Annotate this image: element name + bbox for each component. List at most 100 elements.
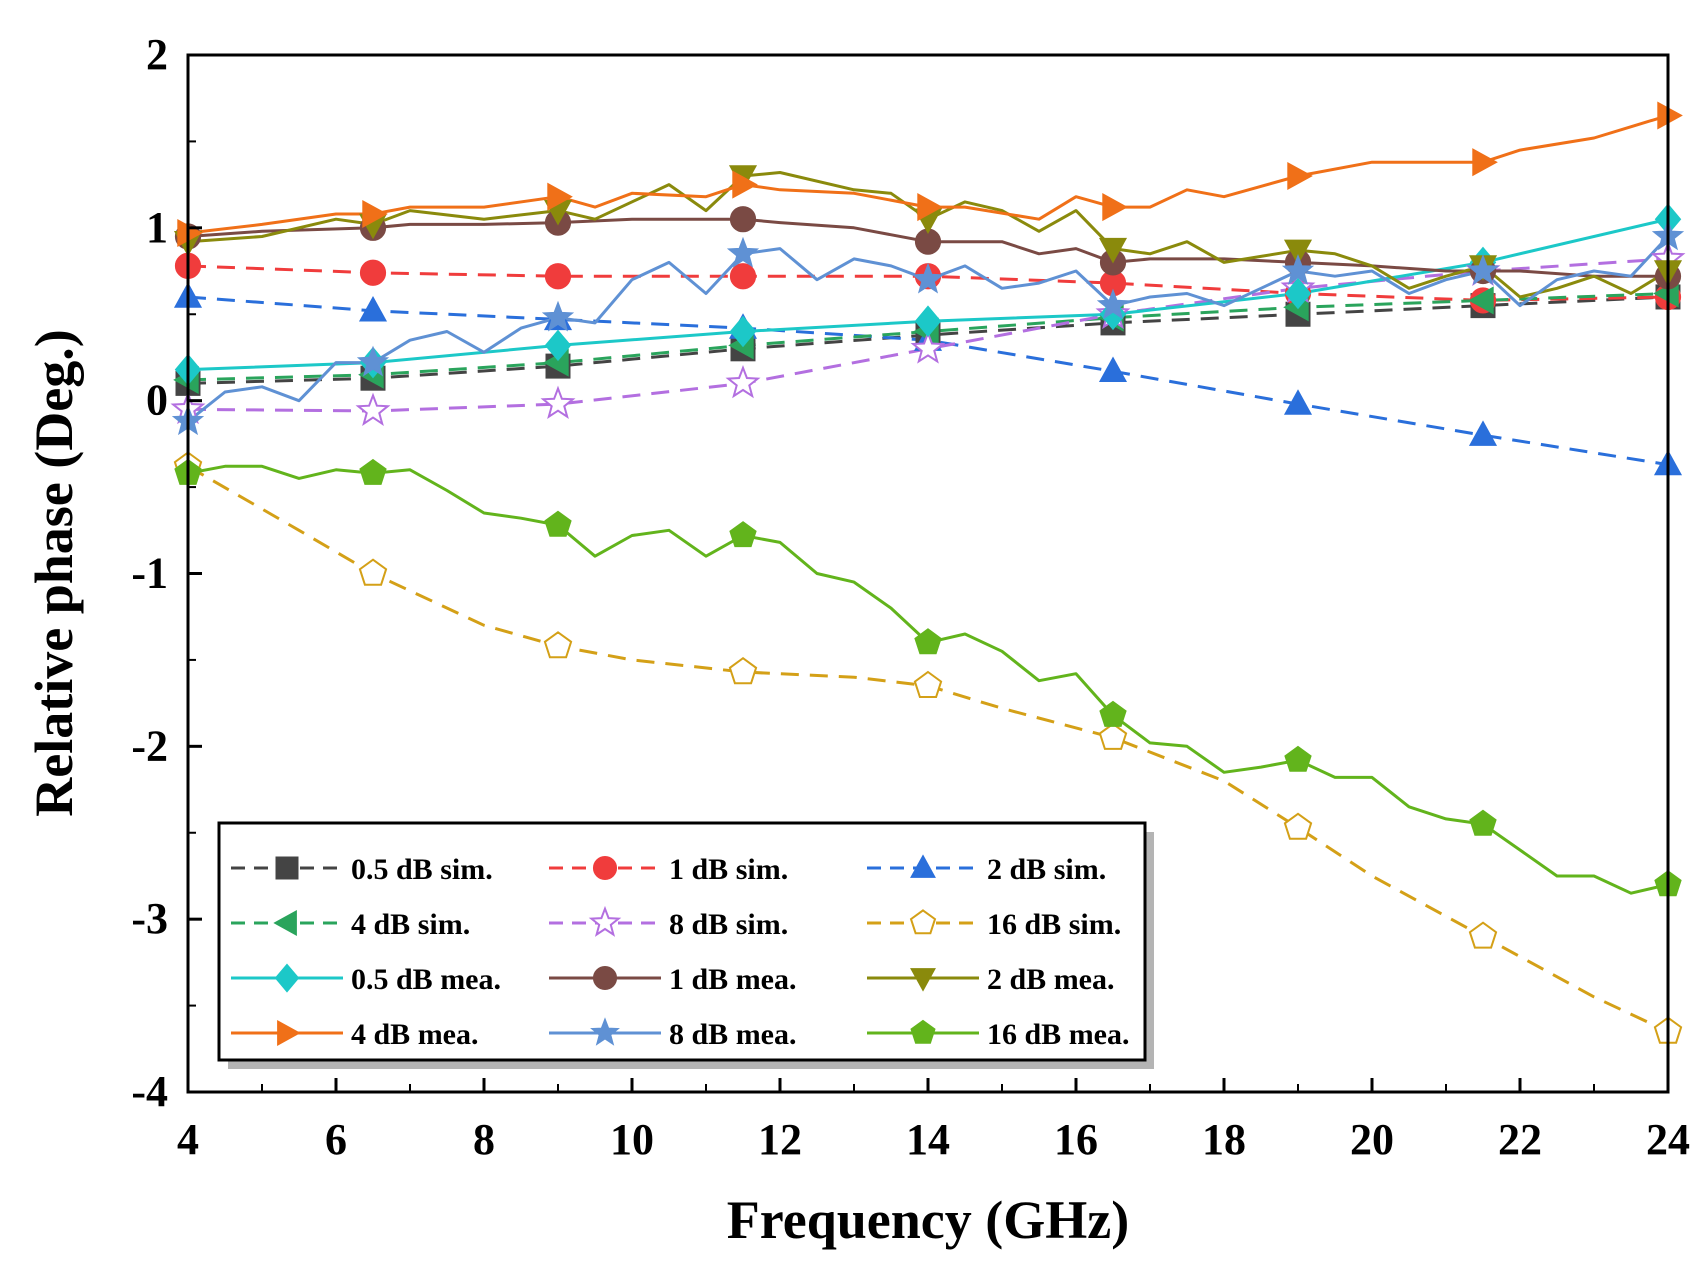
y-tick-label: -1 bbox=[131, 549, 168, 598]
data-point bbox=[356, 345, 390, 377]
data-point bbox=[1283, 389, 1313, 415]
x-tick-label: 20 bbox=[1350, 1115, 1394, 1164]
data-point bbox=[1102, 193, 1128, 222]
data-point bbox=[917, 193, 943, 222]
data-point bbox=[1472, 148, 1498, 177]
legend-marker bbox=[909, 909, 937, 935]
data-point bbox=[547, 182, 573, 211]
legend: 0.5 dB sim. 1 dB sim. 2 dB sim. 4 dB sim. 8 … bbox=[217, 821, 1154, 1069]
legend-marker bbox=[274, 963, 300, 993]
data-point bbox=[1657, 101, 1683, 130]
legend-label: 0.5 dB sim. bbox=[351, 853, 493, 886]
data-point bbox=[1466, 253, 1500, 285]
x-tick-label: 12 bbox=[758, 1115, 802, 1164]
legend-marker bbox=[588, 905, 622, 937]
series-line bbox=[188, 257, 1668, 413]
data-point bbox=[725, 364, 761, 399]
data-point bbox=[1283, 239, 1313, 266]
x-tick-label: 22 bbox=[1498, 1115, 1542, 1164]
data-point bbox=[729, 315, 757, 348]
x-tick-label: 24 bbox=[1646, 1115, 1690, 1164]
data-point bbox=[1098, 722, 1128, 750]
legend-marker bbox=[910, 854, 936, 878]
data-point bbox=[726, 236, 760, 268]
data-point bbox=[914, 305, 942, 337]
legend-marker bbox=[590, 1017, 620, 1046]
y-axis-title: Relative phase (Deg.) bbox=[24, 329, 84, 816]
data-point bbox=[910, 330, 946, 364]
series-line bbox=[188, 171, 1668, 299]
legend-label: 4 dB sim. bbox=[351, 908, 470, 941]
data-point bbox=[355, 392, 391, 427]
marker-layer bbox=[170, 101, 1686, 1044]
legend-marker bbox=[592, 965, 618, 991]
data-point bbox=[358, 295, 388, 322]
data-point bbox=[359, 458, 387, 485]
y-tick-label: 0 bbox=[146, 376, 168, 425]
data-point bbox=[541, 300, 575, 332]
legend-marker bbox=[277, 1020, 301, 1046]
data-point bbox=[358, 558, 388, 586]
data-point bbox=[728, 656, 758, 685]
data-point bbox=[913, 670, 943, 698]
legend-label: 0.5 dB mea. bbox=[351, 963, 501, 996]
data-point bbox=[1098, 237, 1128, 264]
data-point bbox=[732, 170, 758, 199]
series-line bbox=[188, 114, 1668, 235]
data-point bbox=[1469, 809, 1497, 836]
data-point bbox=[540, 385, 576, 419]
legend-marker bbox=[275, 856, 299, 880]
legend-marker bbox=[592, 855, 618, 881]
data-point bbox=[729, 206, 757, 233]
legend-label: 16 dB mea. bbox=[987, 1018, 1130, 1051]
legend-box bbox=[217, 821, 1147, 1062]
data-point bbox=[1099, 298, 1127, 331]
data-point bbox=[1468, 921, 1498, 949]
data-point bbox=[911, 262, 945, 294]
data-point bbox=[1281, 253, 1315, 285]
data-point bbox=[1096, 288, 1130, 320]
data-point bbox=[729, 263, 757, 290]
legend-marker bbox=[910, 968, 936, 992]
data-point bbox=[1284, 745, 1312, 772]
legend-label: 2 dB mea. bbox=[987, 963, 1115, 996]
x-tick-label: 18 bbox=[1202, 1115, 1246, 1164]
data-point bbox=[1099, 700, 1127, 727]
legend-label: 4 dB mea. bbox=[351, 1018, 479, 1051]
data-point bbox=[544, 510, 572, 537]
legend-label: 8 dB sim. bbox=[669, 908, 788, 941]
legend-label: 1 dB mea. bbox=[669, 963, 797, 996]
x-tick-label: 8 bbox=[473, 1115, 495, 1164]
x-tick-label: 6 bbox=[325, 1115, 347, 1164]
series-line bbox=[188, 217, 1668, 278]
x-tick-label: 4 bbox=[177, 1115, 199, 1164]
data-point bbox=[544, 329, 572, 362]
data-point bbox=[729, 521, 757, 548]
x-tick-label: 16 bbox=[1054, 1115, 1098, 1164]
legend-label: 16 dB sim. bbox=[987, 908, 1121, 941]
y-tick-label: 2 bbox=[146, 30, 168, 79]
legend-label: 8 dB mea. bbox=[669, 1018, 797, 1051]
data-point bbox=[362, 199, 388, 229]
x-axis-title: Frequency (GHz) bbox=[727, 1190, 1129, 1250]
data-point bbox=[914, 628, 942, 655]
y-tick-label: 1 bbox=[146, 203, 168, 252]
data-point bbox=[1468, 286, 1494, 315]
data-point bbox=[543, 631, 573, 659]
legend-marker bbox=[910, 1019, 936, 1044]
x-tick-label: 14 bbox=[906, 1115, 950, 1164]
legend-marker bbox=[273, 910, 297, 936]
y-tick-label: -3 bbox=[131, 894, 168, 943]
data-point bbox=[1283, 812, 1313, 840]
legend-label: 1 dB sim. bbox=[669, 853, 788, 886]
data-point bbox=[1098, 356, 1128, 382]
data-point bbox=[359, 259, 387, 286]
y-tick-label: -4 bbox=[131, 1067, 168, 1116]
data-point bbox=[544, 263, 572, 290]
data-point bbox=[1284, 277, 1312, 310]
x-tick-label: 10 bbox=[610, 1115, 654, 1164]
data-point bbox=[1287, 161, 1313, 191]
legend-label: 2 dB sim. bbox=[987, 853, 1106, 886]
